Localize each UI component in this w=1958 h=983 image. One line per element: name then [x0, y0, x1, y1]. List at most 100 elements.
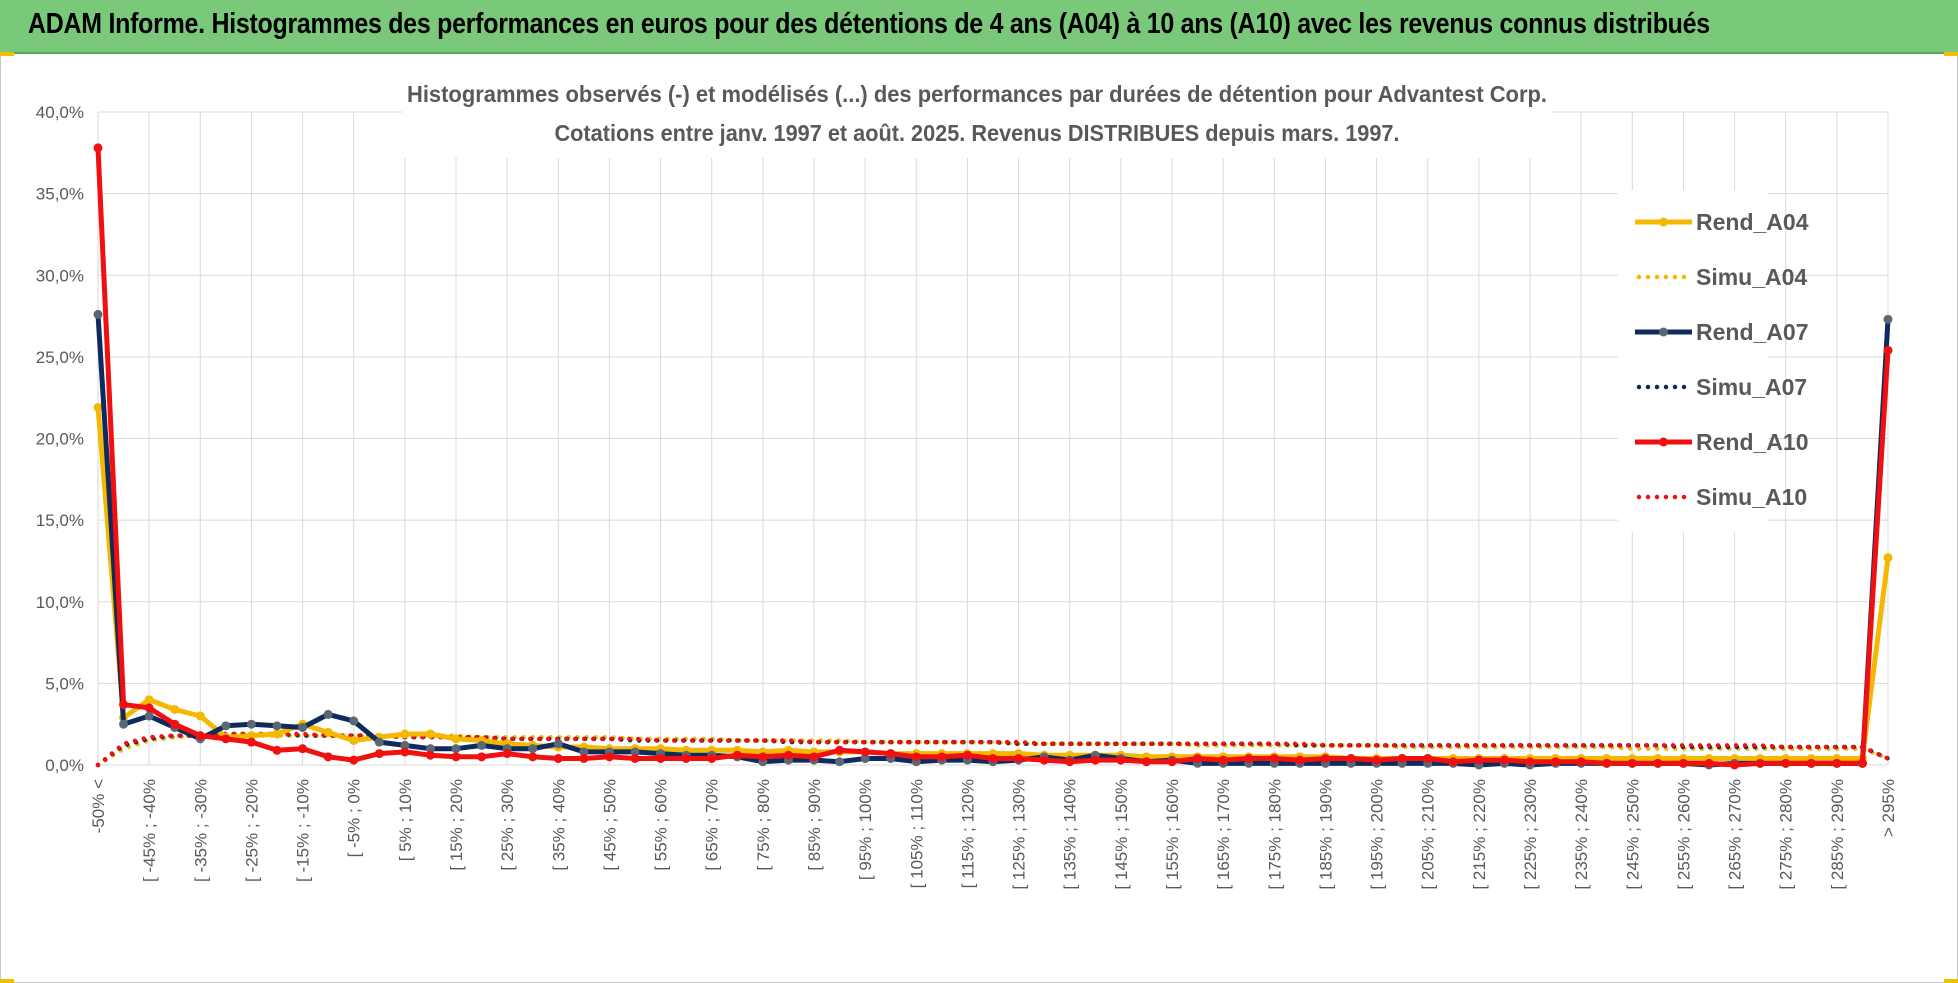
data-point-rend-a07: [528, 744, 538, 754]
x-tick-label: [ 105% ; 110%: [907, 779, 926, 888]
data-point-rend-a10: [374, 749, 384, 759]
data-point-rend-a10: [1295, 755, 1305, 765]
x-tick-label: [ 285% ; 290%: [1828, 779, 1847, 890]
data-point-rend-a10: [451, 752, 461, 762]
x-tick-label: [ 265% ; 270%: [1726, 779, 1745, 890]
data-point-rend-a10: [400, 747, 410, 757]
x-tick-label: [ 35% ; 40%: [549, 779, 568, 871]
legend-label: Rend_A10: [1696, 429, 1808, 455]
data-point-rend-a10: [195, 731, 205, 741]
data-point-rend-a10: [1167, 757, 1177, 767]
data-point-rend-a10: [937, 752, 947, 762]
data-point-rend-a10: [1423, 753, 1433, 763]
data-point-rend-a10: [246, 737, 256, 747]
data-point-rend-a10: [1269, 753, 1279, 763]
x-tick-label: [ 15% ; 20%: [447, 779, 466, 871]
y-tick-label: 20,0%: [36, 430, 84, 449]
x-tick-label: -50% <: [89, 779, 108, 833]
x-tick-label: [ 55% ; 60%: [652, 779, 671, 871]
x-tick-label: [ 235% ; 240%: [1572, 779, 1591, 890]
x-tick-label: [ 85% ; 90%: [805, 779, 824, 871]
data-point-rend-a07: [246, 719, 256, 729]
report-banner: ADAM Informe. Histogrammes des performan…: [0, 0, 1958, 54]
data-point-rend-a07: [451, 744, 461, 754]
data-point-rend-a10: [1397, 753, 1407, 763]
data-point-rend-a07: [425, 744, 435, 754]
data-point-rend-a10: [1704, 758, 1714, 768]
y-tick-label: 15,0%: [36, 511, 84, 530]
data-point-rend-a04: [195, 711, 205, 721]
data-point-rend-a10: [809, 752, 819, 762]
data-point-rend-a10: [1678, 758, 1688, 768]
y-tick-label: 35,0%: [36, 185, 84, 204]
data-point-rend-a07: [1883, 314, 1893, 324]
data-point-rend-a10: [1551, 757, 1561, 767]
data-point-rend-a04: [93, 402, 103, 412]
data-point-rend-a10: [1857, 758, 1867, 768]
chart-title-background: [402, 76, 1552, 158]
legend-background: [1618, 190, 1768, 532]
data-point-rend-a07: [349, 716, 359, 726]
data-point-rend-a10: [93, 143, 103, 153]
data-point-rend-a10: [604, 752, 614, 762]
x-tick-label: > 295%: [1879, 779, 1898, 837]
data-point-rend-a10: [1014, 753, 1024, 763]
x-tick-label: [ 115% ; 120%: [958, 779, 977, 888]
data-point-rend-a10: [783, 750, 793, 760]
y-tick-label: 25,0%: [36, 348, 84, 367]
data-point-rend-a07: [323, 709, 333, 719]
x-tick-label: [ -15% ; -10%: [294, 779, 313, 882]
data-point-rend-a10: [425, 750, 435, 760]
data-point-rend-a07: [400, 740, 410, 750]
x-tick-label: [ 145% ; 150%: [1112, 779, 1131, 890]
data-point-rend-a10: [1346, 753, 1356, 763]
data-point-rend-a10: [1576, 757, 1586, 767]
data-point-rend-a10: [119, 700, 129, 710]
data-point-rend-a10: [1193, 753, 1203, 763]
data-point-rend-a10: [1730, 760, 1740, 770]
data-point-rend-a07: [144, 711, 154, 721]
legend-label: Simu_A07: [1696, 374, 1807, 400]
data-point-rend-a10: [1806, 758, 1816, 768]
data-point-rend-a10: [1448, 757, 1458, 767]
data-point-rend-a10: [502, 749, 512, 759]
x-tick-label: [ 135% ; 140%: [1061, 779, 1080, 890]
data-point-rend-a10: [221, 734, 231, 744]
data-point-rend-a10: [170, 719, 180, 729]
data-point-rend-a10: [1372, 755, 1382, 765]
legend-marker-rend-a07: [1659, 327, 1668, 337]
data-point-rend-a10: [988, 753, 998, 763]
data-point-rend-a10: [1832, 758, 1842, 768]
data-point-rend-a07: [630, 747, 640, 757]
data-point-rend-a10: [1218, 755, 1228, 765]
x-tick-label: [ 125% ; 130%: [1010, 779, 1029, 890]
data-point-rend-a04: [1883, 553, 1893, 563]
data-point-rend-a10: [1039, 755, 1049, 765]
data-point-rend-a10: [911, 752, 921, 762]
data-point-rend-a10: [272, 745, 282, 755]
x-tick-label: [ 165% ; 170%: [1214, 779, 1233, 890]
data-point-rend-a10: [298, 744, 308, 754]
x-tick-label: [ 45% ; 50%: [600, 779, 619, 871]
data-point-rend-a10: [1627, 758, 1637, 768]
data-point-rend-a10: [835, 745, 845, 755]
legend-marker-rend-a04: [1659, 217, 1668, 227]
x-tick-label: [ -5% ; 0%: [345, 779, 364, 857]
x-tick-label: [ 225% ; 230%: [1521, 779, 1540, 890]
x-tick-label: [ 175% ; 180%: [1265, 779, 1284, 890]
data-point-rend-a04: [425, 729, 435, 739]
corner-mark-top-right: [1944, 52, 1958, 56]
data-point-rend-a04: [323, 727, 333, 737]
data-point-rend-a10: [656, 753, 666, 763]
data-point-rend-a04: [451, 734, 461, 744]
data-point-rend-a10: [349, 755, 359, 765]
x-tick-label: [ 195% ; 200%: [1368, 779, 1387, 890]
data-point-rend-a10: [1883, 345, 1893, 355]
legend-label: Simu_A10: [1696, 484, 1807, 510]
data-point-rend-a10: [1065, 757, 1075, 767]
x-tick-label: [ 185% ; 190%: [1316, 779, 1335, 890]
legend-label: Rend_A07: [1696, 319, 1808, 345]
data-point-rend-a07: [374, 737, 384, 747]
data-point-rend-a10: [1653, 758, 1663, 768]
x-tick-label: [ 75% ; 80%: [754, 779, 773, 871]
